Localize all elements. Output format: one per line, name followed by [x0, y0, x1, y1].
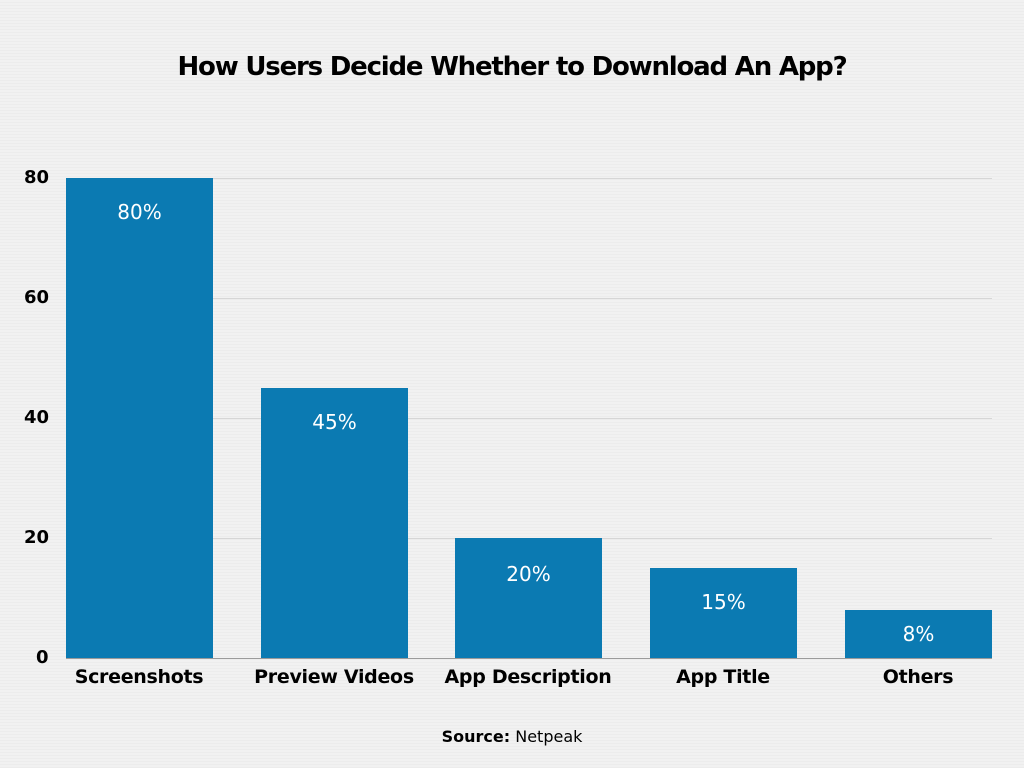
- bar-app-title: 15%: [650, 568, 797, 658]
- source-label: Source:: [441, 727, 511, 746]
- bar-value-label: 15%: [701, 590, 746, 614]
- gridline-60: [66, 298, 992, 299]
- x-axis-line: [66, 658, 992, 659]
- bar-preview-videos: 45%: [261, 388, 408, 658]
- bar-value-label: 45%: [312, 410, 357, 434]
- x-label-screenshots: Screenshots: [74, 666, 204, 688]
- y-tick-60: 60: [24, 287, 50, 308]
- y-tick-40: 40: [24, 407, 50, 428]
- x-label-app-description: App Description: [444, 666, 612, 688]
- plot-area: 80% 45% 20% 15% 8%: [66, 178, 992, 659]
- bar-screenshots: 80%: [66, 178, 213, 658]
- gridline-80: [66, 178, 992, 179]
- y-tick-80: 80: [24, 167, 50, 188]
- x-label-app-title: App Title: [676, 666, 770, 688]
- bar-value-label: 80%: [117, 200, 162, 224]
- bar-value-label: 8%: [902, 622, 935, 646]
- source-value: Netpeak: [515, 727, 583, 746]
- y-tick-0: 0: [36, 647, 49, 668]
- bar-others: 8%: [845, 610, 992, 658]
- gridline-40: [66, 418, 992, 419]
- bar-value-label: 20%: [506, 562, 551, 586]
- x-label-preview-videos: Preview Videos: [254, 666, 414, 688]
- source-note: Source: Netpeak: [0, 727, 1024, 746]
- bar-app-description: 20%: [455, 538, 602, 658]
- y-tick-20: 20: [24, 527, 50, 548]
- chart-title: How Users Decide Whether to Download An …: [177, 52, 848, 82]
- x-label-others: Others: [882, 666, 954, 688]
